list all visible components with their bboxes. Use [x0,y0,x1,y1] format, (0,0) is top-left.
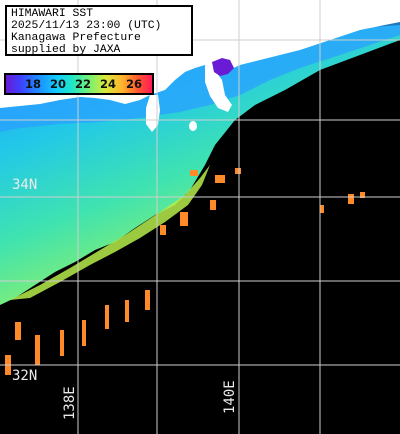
info-box: HIMAWARI SST 2025/11/13 23:00 (UTC) Kana… [5,5,193,56]
color-legend: 18 20 22 24 26 [4,73,154,95]
legend-color-bar [6,75,152,93]
legend-tick-22: 22 [75,77,92,91]
lat-label-34n: 34N [12,177,38,193]
info-region: Kanagawa Prefecture [11,32,141,45]
legend-tick-24: 24 [100,77,117,91]
lon-label-140e: 140E [222,380,238,414]
info-timestamp: 2025/11/13 23:00 (UTC) [11,20,162,33]
info-credit: supplied by JAXA [11,44,121,57]
lat-label-32n: 32N [12,368,38,384]
land-boso [205,65,232,112]
legend-tick-18: 18 [25,77,42,91]
tokyo-bay-warm-water [212,58,234,76]
legend-tick-20: 20 [50,77,67,91]
lon-label-138e: 138E [62,386,78,420]
land-island [189,121,197,131]
legend-tick-26: 26 [126,77,143,91]
info-title: HIMAWARI SST [11,8,94,20]
